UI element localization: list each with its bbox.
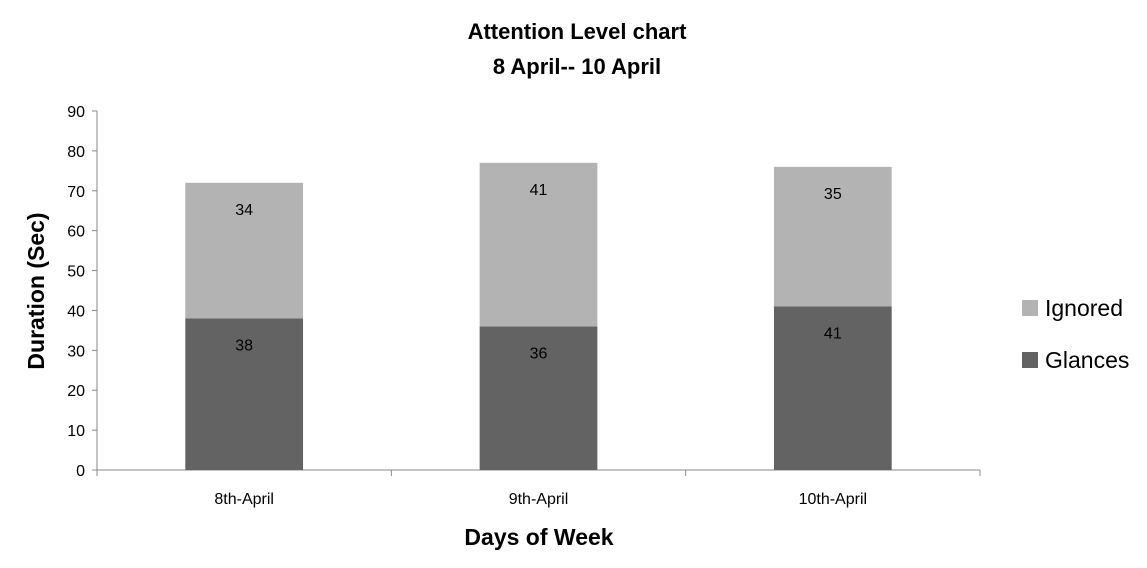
- y-tick-label: 20: [67, 383, 85, 400]
- x-tick-label: 9th-April: [509, 491, 569, 508]
- data-label-ignored: 35: [824, 186, 842, 203]
- y-tick-label: 0: [76, 463, 85, 480]
- y-axis-title: Duration (Sec): [23, 212, 49, 369]
- y-tick-label: 80: [67, 144, 85, 161]
- legend-label-ignored: Ignored: [1045, 295, 1123, 321]
- x-tick-label: 8th-April: [214, 491, 274, 508]
- data-label-glances: 36: [530, 345, 548, 362]
- bar-ignored: [773, 166, 892, 307]
- y-tick-label: 60: [67, 224, 85, 241]
- y-tick-label: 10: [67, 423, 85, 440]
- y-tick-label: 70: [67, 184, 85, 201]
- bar-ignored: [479, 162, 598, 327]
- data-label-glances: 38: [235, 337, 253, 354]
- bar-glances: [479, 326, 598, 470]
- data-label-glances: 41: [824, 325, 842, 342]
- chart-subtitle: 8 April-- 10 April: [493, 54, 661, 79]
- y-tick-label: 90: [67, 104, 85, 121]
- legend: Ignored Glances: [1022, 295, 1129, 373]
- bar-glances: [185, 318, 304, 470]
- plot-area: 0 10 20 30 40 50 60 70 80 90 38 34 8th-April 36 41 9th-…: [67, 104, 981, 508]
- data-label-ignored: 41: [530, 182, 548, 199]
- legend-label-glances: Glances: [1045, 347, 1129, 373]
- legend-swatch-ignored: [1022, 300, 1038, 316]
- legend-swatch-glances: [1022, 352, 1038, 368]
- y-tick-label: 30: [67, 343, 85, 360]
- x-tick-label: 10th-April: [799, 491, 867, 508]
- bar-glances: [773, 306, 892, 470]
- data-label-ignored: 34: [235, 202, 253, 219]
- x-axis-title: Days of Week: [464, 524, 613, 550]
- bar-ignored: [185, 182, 304, 319]
- y-tick-label: 50: [67, 264, 85, 281]
- y-tick-label: 40: [67, 303, 85, 320]
- chart-title: Attention Level chart: [468, 19, 687, 44]
